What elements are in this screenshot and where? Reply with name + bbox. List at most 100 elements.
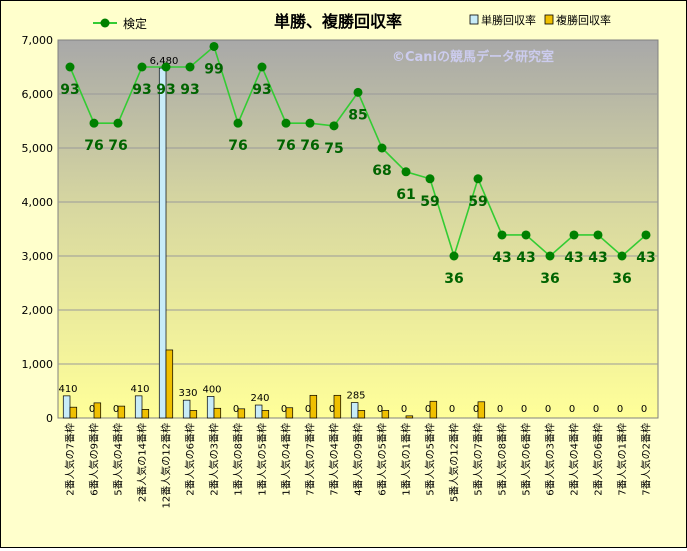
- y-tick-label: 4,000: [22, 196, 54, 209]
- win-rate-label: 0: [449, 404, 455, 415]
- place-rate-bar: [285, 407, 294, 419]
- test-point: [521, 230, 531, 240]
- win-rate-label: 0: [233, 404, 239, 415]
- test-point: [65, 62, 75, 72]
- test-value-label: 36: [612, 271, 631, 287]
- win-rate-label: 0: [545, 404, 551, 415]
- win-rate-label: 285: [346, 391, 365, 402]
- x-tick-label: 5番人気の6番枠: [520, 423, 533, 496]
- win-rate-label: 0: [641, 404, 647, 415]
- watermark-text: ©Caniの競馬データ研究室: [392, 49, 554, 65]
- test-point: [305, 118, 315, 128]
- place-rate-bar: [141, 409, 150, 419]
- test-point: [449, 251, 459, 261]
- place-rate-bar: [213, 407, 222, 419]
- test-value-label: 43: [636, 250, 655, 266]
- test-value-label: 85: [348, 107, 367, 123]
- win-rate-label: 0: [305, 404, 311, 415]
- test-value-label: 76: [84, 138, 103, 154]
- x-tick-label: 12番人気の12番枠: [160, 423, 173, 508]
- x-tick-label: 6番人気の9番枠: [88, 423, 101, 496]
- test-value-label: 93: [180, 82, 199, 98]
- test-value-label: 93: [252, 82, 271, 98]
- test-point: [137, 62, 147, 72]
- win-rate-label: 0: [617, 404, 623, 415]
- y-tick-label: 0: [46, 412, 53, 425]
- y-tick-label: 5,000: [22, 142, 54, 155]
- test-value-label: 36: [444, 271, 463, 287]
- test-point: [569, 230, 579, 240]
- x-tick-label: 7番人気の7番枠: [304, 423, 317, 496]
- place-rate-bar: [93, 402, 102, 419]
- x-tick-label: 1番人気の5番枠: [256, 423, 269, 496]
- test-point: [113, 118, 123, 128]
- win-rate-label: 0: [521, 404, 527, 415]
- test-value-label: 76: [300, 138, 319, 154]
- bar-labels: 410 0 0 410 6,480 330 400 0 240 0 0 0 285 0 0 0 0 0 0 0 0 0 0 0…: [58, 56, 647, 415]
- chart-title: 単勝、複勝回収率: [274, 12, 402, 31]
- test-value-label: 43: [516, 250, 535, 266]
- test-value-label: 99: [204, 61, 223, 77]
- x-tick-label: 5番人気の12番枠: [448, 423, 461, 502]
- win-rate-label: 240: [250, 393, 269, 404]
- x-tick-label: 2番人気の6番枠: [592, 423, 605, 496]
- test-point: [281, 118, 291, 128]
- x-tick-label: 1番人気の4番枠: [280, 423, 293, 496]
- test-value-label: 76: [276, 138, 295, 154]
- test-point: [161, 62, 171, 72]
- test-point: [593, 230, 603, 240]
- x-tick-label: 5番人気の8番枠: [496, 423, 509, 496]
- place-rate-bar: [429, 400, 438, 419]
- place-rate-bar: [237, 408, 246, 419]
- test-point: [377, 143, 387, 153]
- y-axis: 0 1,000 2,000 3,000 4,000 5,000 6,000 7,000: [22, 34, 54, 425]
- win-rate-bar: [158, 67, 167, 419]
- test-point: [329, 121, 339, 131]
- legend-place-label: 複勝回収率: [556, 13, 611, 27]
- test-point: [401, 167, 411, 177]
- place-rate-bar: [309, 394, 318, 419]
- legend-line: 検定: [93, 16, 147, 31]
- x-tick-label: 2番人気の6番枠: [184, 423, 197, 496]
- plot-area: [57, 39, 659, 419]
- win-rate-label: 0: [473, 404, 479, 415]
- x-tick-label: 5番人気の7番枠: [472, 423, 485, 496]
- x-tick-label: 1番人気の8番枠: [232, 423, 245, 496]
- win-rate-label: 0: [281, 404, 287, 415]
- place-rate-bar: [117, 405, 126, 419]
- y-tick-label: 6,000: [22, 88, 54, 101]
- test-value-label: 59: [420, 194, 439, 210]
- x-tick-label: 2番人気の3番枠: [208, 423, 221, 496]
- x-tick-label: 7番人気の2番枠: [640, 423, 653, 496]
- win-rate-bar: [182, 399, 191, 419]
- win-rate-label: 410: [58, 384, 77, 395]
- test-value-label: 93: [132, 82, 151, 98]
- test-value-label: 61: [396, 187, 415, 203]
- win-rate-label: 0: [497, 404, 503, 415]
- test-value-label: 75: [324, 141, 343, 157]
- x-tick-label: 7番人気の4番枠: [328, 423, 341, 496]
- win-rate-bar: [62, 395, 71, 419]
- test-point: [185, 62, 195, 72]
- test-value-label: 36: [540, 271, 559, 287]
- test-point: [209, 41, 219, 51]
- win-rate-label: 410: [130, 384, 149, 395]
- win-rate-label: 0: [401, 404, 407, 415]
- win-rate-label: 400: [202, 384, 221, 395]
- test-value-label: 43: [564, 250, 583, 266]
- x-tick-label: 4番人気の9番枠: [352, 423, 365, 496]
- legend-line-marker: [100, 18, 110, 28]
- place-rate-bar: [165, 349, 174, 419]
- x-tick-label: 2番人気の7番枠: [64, 423, 77, 496]
- test-point: [353, 87, 363, 97]
- win-rate-label: 0: [425, 404, 431, 415]
- legend-win-label: 単勝回収率: [481, 13, 536, 27]
- x-tick-label: 5番人気の5番枠: [424, 423, 437, 496]
- win-rate-label: 0: [593, 404, 599, 415]
- test-value-label: 43: [492, 250, 511, 266]
- test-value-label: 93: [156, 82, 175, 98]
- win-rate-bar: [206, 396, 215, 419]
- y-tick-label: 2,000: [22, 304, 54, 317]
